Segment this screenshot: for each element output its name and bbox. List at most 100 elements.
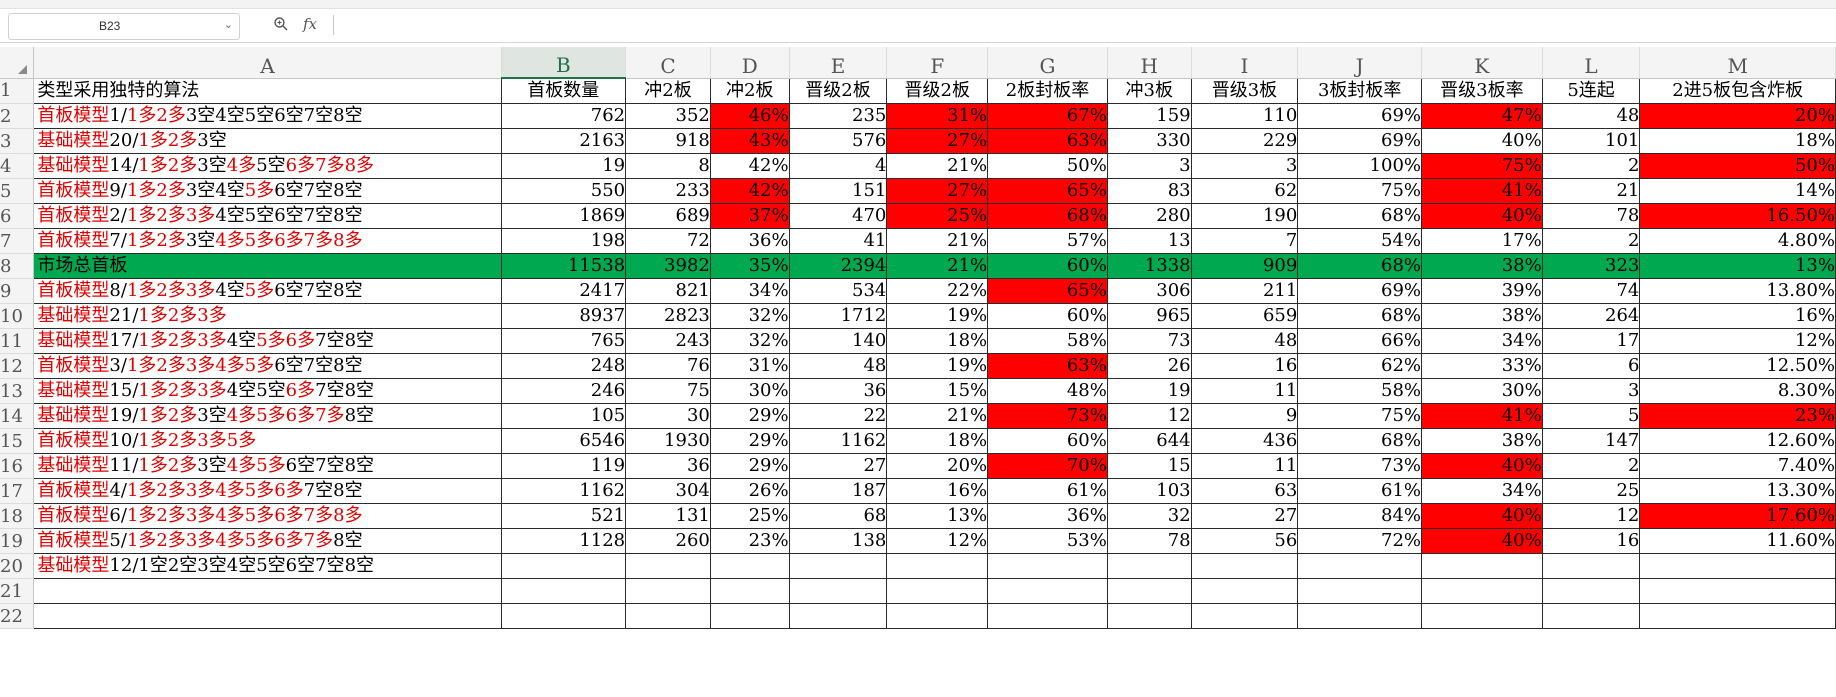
cell-i4[interactable]: 3 xyxy=(1190,153,1299,179)
cell-i2[interactable]: 110 xyxy=(1190,103,1299,129)
cell-c17[interactable]: 304 xyxy=(625,478,711,504)
cell-j5[interactable]: 75% xyxy=(1297,178,1423,204)
cell-h1[interactable]: 冲3板 xyxy=(1106,77,1192,104)
cell-a8[interactable]: 市场总首板 xyxy=(33,253,502,279)
cell-j18[interactable]: 84% xyxy=(1297,503,1423,529)
cell-i10[interactable]: 659 xyxy=(1190,303,1299,329)
cell-m4[interactable]: 50% xyxy=(1639,153,1836,179)
cell-k8[interactable]: 38% xyxy=(1421,253,1543,279)
cell-l10[interactable]: 264 xyxy=(1541,303,1641,329)
cell-h3[interactable]: 330 xyxy=(1106,128,1192,154)
cell-a3[interactable]: 基础模型20/1多2多3空 xyxy=(33,128,502,154)
column-header-a[interactable]: A xyxy=(33,47,502,79)
cell-f12[interactable]: 19% xyxy=(886,353,989,379)
cell-l19[interactable]: 16 xyxy=(1541,528,1641,554)
cell-k1[interactable]: 晋级3板率 xyxy=(1421,77,1543,104)
cell-a10[interactable]: 基础模型21/1多2多3多 xyxy=(33,303,502,329)
cell-m2[interactable]: 20% xyxy=(1639,103,1836,129)
cell-k21[interactable] xyxy=(1421,578,1543,604)
cell-j12[interactable]: 62% xyxy=(1297,353,1423,379)
cell-d18[interactable]: 25% xyxy=(709,503,790,529)
cell-l15[interactable]: 147 xyxy=(1541,428,1641,454)
cell-k2[interactable]: 47% xyxy=(1421,103,1543,129)
cell-a5[interactable]: 首板模型9/1多2多3空4空5多6空7空8空 xyxy=(33,178,502,204)
cell-h6[interactable]: 280 xyxy=(1106,203,1192,229)
cell-c11[interactable]: 243 xyxy=(625,328,711,354)
cell-h18[interactable]: 32 xyxy=(1106,503,1192,529)
cell-e18[interactable]: 68 xyxy=(788,503,888,529)
cell-i18[interactable]: 27 xyxy=(1190,503,1299,529)
cell-f13[interactable]: 15% xyxy=(886,378,989,404)
cell-j4[interactable]: 100% xyxy=(1297,153,1423,179)
cell-d13[interactable]: 30% xyxy=(709,378,790,404)
cell-h22[interactable] xyxy=(1106,603,1192,629)
cell-i12[interactable]: 16 xyxy=(1190,353,1299,379)
cell-g13[interactable]: 48% xyxy=(987,378,1108,404)
formula-input[interactable] xyxy=(340,13,1830,38)
cell-e14[interactable]: 22 xyxy=(788,403,888,429)
cell-l3[interactable]: 101 xyxy=(1541,128,1641,154)
search-icon[interactable] xyxy=(273,16,291,34)
column-header-d[interactable]: D xyxy=(710,47,790,79)
cell-d15[interactable]: 29% xyxy=(709,428,790,454)
cell-e17[interactable]: 187 xyxy=(788,478,888,504)
cell-c8[interactable]: 3982 xyxy=(625,253,711,279)
row-header-21[interactable]: 21 xyxy=(0,578,35,604)
cell-e21[interactable] xyxy=(788,578,888,604)
column-header-l[interactable]: L xyxy=(1542,47,1641,79)
cell-b14[interactable]: 105 xyxy=(500,403,627,429)
cell-f7[interactable]: 21% xyxy=(886,228,989,254)
cell-m8[interactable]: 13% xyxy=(1639,253,1836,279)
cell-c7[interactable]: 72 xyxy=(625,228,711,254)
cell-a12[interactable]: 首板模型3/1多2多3多4多5多6空7空8空 xyxy=(33,353,502,379)
cell-b5[interactable]: 550 xyxy=(500,178,627,204)
cell-m14[interactable]: 23% xyxy=(1639,403,1836,429)
cell-f17[interactable]: 16% xyxy=(886,478,989,504)
cell-i20[interactable] xyxy=(1190,553,1299,579)
cell-b16[interactable]: 119 xyxy=(500,453,627,479)
cell-i9[interactable]: 211 xyxy=(1190,278,1299,304)
cell-f10[interactable]: 19% xyxy=(886,303,989,329)
column-header-c[interactable]: C xyxy=(625,47,711,79)
cell-e1[interactable]: 晋级2板 xyxy=(788,77,888,104)
cell-f11[interactable]: 18% xyxy=(886,328,989,354)
cell-k15[interactable]: 38% xyxy=(1421,428,1543,454)
cell-e19[interactable]: 138 xyxy=(788,528,888,554)
cell-c19[interactable]: 260 xyxy=(625,528,711,554)
cell-a19[interactable]: 首板模型5/1多2多3多4多5多6多7多8空 xyxy=(33,528,502,554)
cell-k7[interactable]: 17% xyxy=(1421,228,1543,254)
cell-f4[interactable]: 21% xyxy=(886,153,989,179)
cell-d1[interactable]: 冲2板 xyxy=(709,77,790,104)
cell-d22[interactable] xyxy=(709,603,790,629)
cell-b7[interactable]: 198 xyxy=(500,228,627,254)
cell-m6[interactable]: 16.50% xyxy=(1639,203,1836,229)
cell-m9[interactable]: 13.80% xyxy=(1639,278,1836,304)
cell-f9[interactable]: 22% xyxy=(886,278,989,304)
column-header-b[interactable]: B xyxy=(501,47,627,79)
cell-k4[interactable]: 75% xyxy=(1421,153,1543,179)
chevron-down-icon[interactable]: ⌄ xyxy=(223,18,233,31)
cell-j1[interactable]: 3板封板率 xyxy=(1297,77,1423,104)
cell-b10[interactable]: 8937 xyxy=(500,303,627,329)
cell-i21[interactable] xyxy=(1190,578,1299,604)
cell-k19[interactable]: 40% xyxy=(1421,528,1543,554)
cell-a1[interactable]: 类型采用独特的算法 xyxy=(33,77,502,104)
cell-g16[interactable]: 70% xyxy=(987,453,1108,479)
cell-l14[interactable]: 5 xyxy=(1541,403,1641,429)
cell-b21[interactable] xyxy=(500,578,627,604)
row-header-1[interactable]: 1 xyxy=(0,78,35,104)
cell-j19[interactable]: 72% xyxy=(1297,528,1423,554)
cell-a21[interactable] xyxy=(33,578,502,604)
cell-c10[interactable]: 2823 xyxy=(625,303,711,329)
cell-a22[interactable] xyxy=(33,603,502,629)
cell-j11[interactable]: 66% xyxy=(1297,328,1423,354)
cell-e13[interactable]: 36 xyxy=(788,378,888,404)
cell-g18[interactable]: 36% xyxy=(987,503,1108,529)
cell-d11[interactable]: 32% xyxy=(709,328,790,354)
cell-f1[interactable]: 晋级2板 xyxy=(886,77,989,104)
cell-f22[interactable] xyxy=(886,603,989,629)
cell-d2[interactable]: 46% xyxy=(709,103,790,129)
cell-e2[interactable]: 235 xyxy=(788,103,888,129)
cell-k22[interactable] xyxy=(1421,603,1543,629)
cell-m21[interactable] xyxy=(1639,578,1836,604)
